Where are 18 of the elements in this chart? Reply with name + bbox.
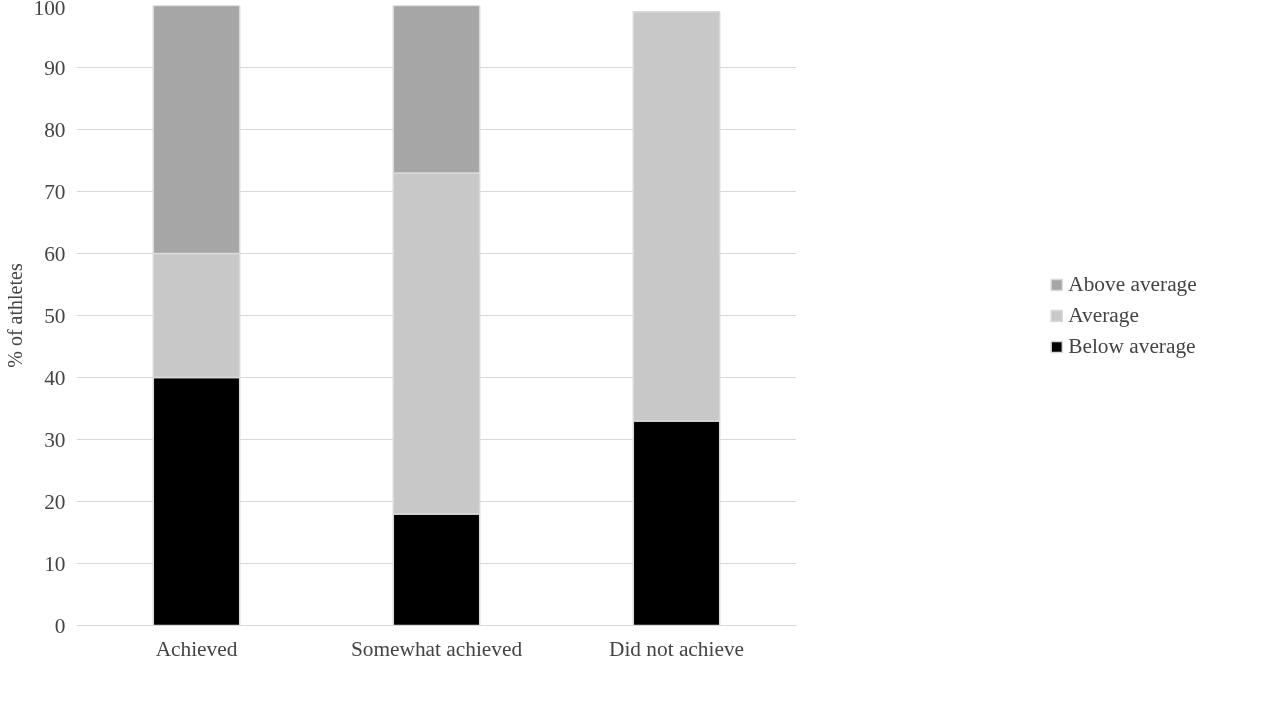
- y-tick-label: 60: [44, 241, 66, 266]
- legend-label: Above average: [1068, 271, 1197, 297]
- y-tick-label: 90: [44, 55, 66, 80]
- y-tick-label: 0: [54, 613, 66, 638]
- x-tick-label: Did not achieve: [608, 636, 745, 661]
- y-tick-label: 50: [44, 303, 66, 328]
- y-tick-label: 40: [44, 365, 66, 390]
- y-tick-label: 30: [44, 427, 66, 452]
- y-tick-label: 100: [33, 0, 66, 20]
- legend-label: Below average: [1068, 333, 1196, 359]
- x-tick-label: Somewhat achieved: [350, 636, 523, 661]
- x-tick-label: Achieved: [155, 636, 238, 661]
- y-tick-label: 10: [44, 551, 66, 576]
- y-tick-label: 70: [44, 179, 66, 204]
- y-tick-label: 20: [44, 489, 66, 514]
- y-tick-label: 80: [44, 117, 66, 142]
- y-axis-title: % of athletes: [3, 263, 26, 368]
- legend-label: Average: [1068, 302, 1139, 328]
